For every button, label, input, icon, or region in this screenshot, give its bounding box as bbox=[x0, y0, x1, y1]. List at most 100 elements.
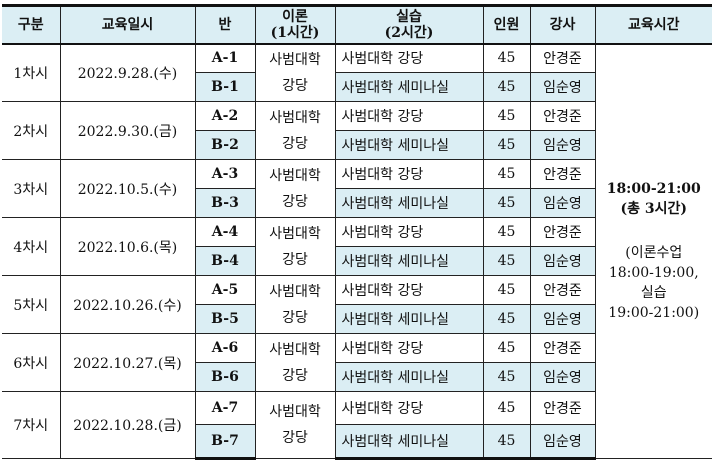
header-cell: 인원 bbox=[482, 4, 531, 45]
class-b: B-3 bbox=[195, 188, 256, 218]
headcount: 45 bbox=[482, 43, 531, 73]
session-date: 2022.9.28.(수) bbox=[59, 43, 196, 102]
headcount: 45 bbox=[482, 159, 531, 189]
theory-location: 사범대학 강당 bbox=[254, 43, 336, 102]
theory-location: 사범대학 강당 bbox=[254, 159, 336, 218]
table-row: 4차시 2022.10.6.(목) A-4 사범대학 강당 사범대학 강당 45 안경준 bbox=[2, 217, 712, 276]
session-label: 3차시 bbox=[2, 159, 61, 218]
session-date: 2022.10.6.(목) bbox=[59, 217, 196, 276]
session-date: 2022.10.27.(목) bbox=[59, 333, 196, 392]
theory-location: 사범대학 강당 bbox=[254, 101, 336, 160]
headcount: 45 bbox=[482, 217, 531, 247]
session-label: 6차시 bbox=[2, 333, 61, 392]
theory-location: 사범대학 강당 bbox=[254, 333, 336, 392]
session-label: 1차시 bbox=[2, 43, 61, 102]
practice-location: 사범대학 강당 bbox=[334, 217, 484, 247]
education-time: 18:00-21:00 (총 3시간) (이론수업 18:00-19:00, 실습 19:… bbox=[594, 43, 712, 459]
table-row: 7차시 2022.10.28.(금) A-7 사범대학 강당 사범대학 강당 45 안경준 bbox=[2, 391, 712, 459]
practice-location: 사범대학 세미나실 bbox=[334, 424, 484, 460]
headcount: 45 bbox=[482, 246, 531, 276]
schedule-table: 구분 교육일시 반 이론 (1시간) 실습 (2시간) 인원 강사 교육시간 1차시 2022.… bbox=[2, 4, 712, 460]
session-label: 2차시 bbox=[2, 101, 61, 160]
time-main: 18:00-21:00 bbox=[606, 181, 701, 198]
practice-location: 사범대학 강당 bbox=[334, 275, 484, 305]
table-row: B-2 사범대학 세미나실 45 임순영 bbox=[2, 130, 712, 160]
practice-location: 사범대학 세미나실 bbox=[334, 188, 484, 218]
instructor: 안경준 bbox=[529, 275, 596, 305]
session-label: 7차시 bbox=[2, 391, 61, 459]
table-row: 6차시 2022.10.27.(목) A-6 사범대학 강당 사범대학 강당 45 안경준 bbox=[2, 333, 712, 392]
table-row: B-4 사범대학 세미나실 45 임순영 bbox=[2, 246, 712, 276]
practice-location: 사범대학 강당 bbox=[334, 159, 484, 189]
table-row: 2차시 2022.9.30.(금) A-2 사범대학 강당 사범대학 강당 45 안경준 bbox=[2, 101, 712, 160]
class-b: B-2 bbox=[195, 130, 256, 160]
session-date: 2022.10.5.(수) bbox=[59, 159, 196, 218]
header-cell: 교육시간 bbox=[594, 4, 712, 45]
class-b: B-6 bbox=[195, 362, 256, 392]
headcount: 45 bbox=[482, 424, 531, 460]
headcount: 45 bbox=[482, 333, 531, 363]
instructor: 안경준 bbox=[529, 391, 596, 425]
practice-location: 사범대학 세미나실 bbox=[334, 246, 484, 276]
table-row: B-7 사범대학 세미나실 45 임순영 bbox=[2, 424, 712, 460]
session-label: 5차시 bbox=[2, 275, 61, 334]
session-date: 2022.10.28.(금) bbox=[59, 391, 196, 459]
instructor: 안경준 bbox=[529, 159, 596, 189]
class-a: A-3 bbox=[194, 159, 256, 189]
instructor: 임순영 bbox=[529, 362, 596, 392]
theory-location: 사범대학 강당 bbox=[254, 275, 336, 334]
practice-location: 사범대학 세미나실 bbox=[334, 130, 484, 160]
instructor: 임순영 bbox=[529, 188, 596, 218]
headcount: 45 bbox=[482, 304, 531, 334]
session-date: 2022.9.30.(금) bbox=[59, 101, 196, 160]
time-detail: (이론수업 bbox=[625, 245, 683, 262]
theory-location: 사범대학 강당 bbox=[254, 391, 336, 459]
time-total: (총 3시간) bbox=[620, 201, 687, 218]
practice-location: 사범대학 강당 bbox=[334, 391, 484, 425]
instructor: 임순영 bbox=[529, 304, 596, 334]
header-cell: 구분 bbox=[2, 4, 61, 45]
class-b: B-5 bbox=[195, 304, 256, 334]
table-row: 1차시 2022.9.28.(수) A-1 사범대학 강당 사범대학 강당 45 안경준 18… bbox=[2, 43, 712, 459]
class-a: A-6 bbox=[194, 333, 256, 363]
session-date: 2022.10.26.(수) bbox=[59, 275, 196, 334]
table-row: 5차시 2022.10.26.(수) A-5 사범대학 강당 사범대학 강당 45 안경준 bbox=[2, 275, 712, 334]
time-detail: 18:00-19:00, bbox=[608, 265, 699, 282]
class-b: B-7 bbox=[195, 424, 256, 460]
header-cell: 반 bbox=[194, 4, 256, 45]
instructor: 임순영 bbox=[529, 130, 596, 160]
headcount: 45 bbox=[482, 188, 531, 218]
class-a: A-2 bbox=[194, 101, 256, 131]
time-detail: 19:00-21:00) bbox=[608, 305, 700, 322]
practice-location: 사범대학 강당 bbox=[334, 101, 484, 131]
header-cell: 교육일시 bbox=[59, 4, 196, 45]
class-a: A-5 bbox=[194, 275, 256, 305]
session-label: 4차시 bbox=[2, 217, 61, 276]
header-cell: 이론 (1시간) bbox=[254, 4, 336, 45]
practice-location: 사범대학 세미나실 bbox=[334, 304, 484, 334]
instructor: 임순영 bbox=[529, 72, 596, 102]
instructor: 안경준 bbox=[529, 101, 596, 131]
header-cell: 강사 bbox=[529, 4, 596, 45]
class-b: B-1 bbox=[195, 72, 256, 102]
practice-location: 사범대학 세미나실 bbox=[334, 72, 484, 102]
table-row: B-6 사범대학 세미나실 45 임순영 bbox=[2, 362, 712, 392]
practice-location: 사범대학 강당 bbox=[334, 333, 484, 363]
headcount: 45 bbox=[482, 391, 531, 425]
headcount: 45 bbox=[482, 275, 531, 305]
class-a: A-1 bbox=[194, 43, 256, 73]
practice-location: 사범대학 세미나실 bbox=[334, 362, 484, 392]
class-a: A-4 bbox=[194, 217, 256, 247]
table-row: B-3 사범대학 세미나실 45 임순영 bbox=[2, 188, 712, 218]
headcount: 45 bbox=[482, 362, 531, 392]
headcount: 45 bbox=[482, 101, 531, 131]
practice-location: 사범대학 강당 bbox=[334, 43, 484, 73]
instructor: 안경준 bbox=[529, 217, 596, 247]
header-cell: 실습 (2시간) bbox=[334, 4, 484, 45]
theory-location: 사범대학 강당 bbox=[254, 217, 336, 276]
headcount: 45 bbox=[482, 130, 531, 160]
instructor: 안경준 bbox=[529, 43, 596, 73]
headcount: 45 bbox=[482, 72, 531, 102]
time-detail: 실습 bbox=[640, 285, 667, 302]
instructor: 안경준 bbox=[529, 333, 596, 363]
